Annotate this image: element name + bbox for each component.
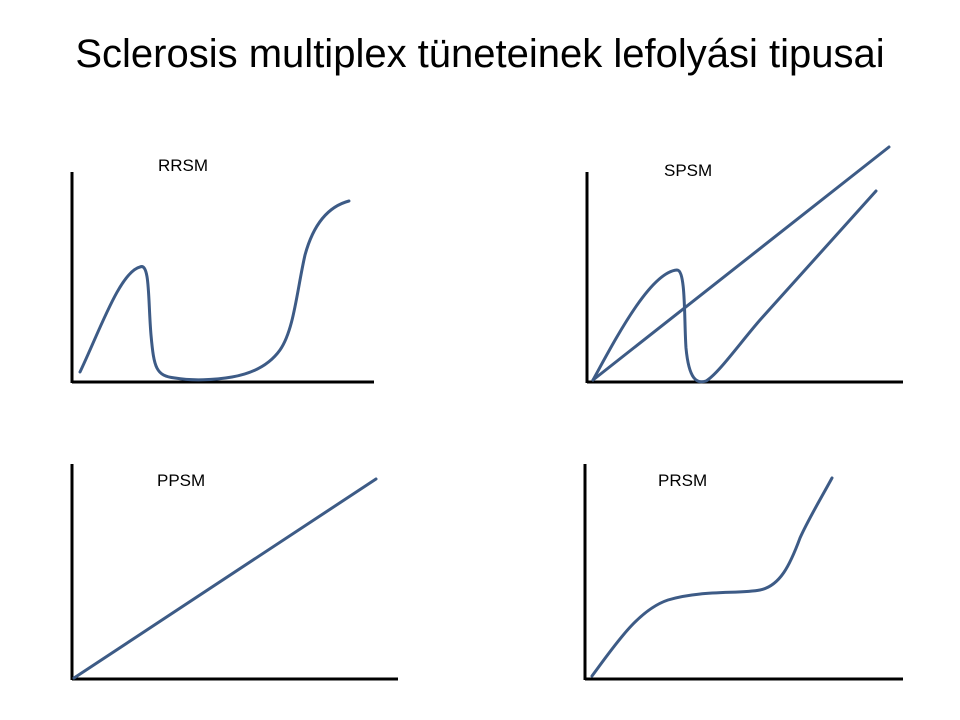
spsm-axes — [585, 172, 903, 384]
rrsm-axes — [70, 172, 374, 384]
prsm-axes — [583, 464, 903, 681]
prsm-curve — [590, 476, 834, 678]
spsm-curve — [591, 189, 878, 384]
ppsm-straight-line — [72, 477, 378, 680]
rrsm-curve — [78, 199, 351, 382]
panel-label-spsm: SPSM — [664, 161, 713, 180]
slide-title: Sclerosis multiplex tüneteinek lefolyási… — [75, 32, 885, 76]
panel-label-prsm: PRSM — [658, 471, 708, 490]
panel-label-rrsm: RRSM — [158, 156, 209, 175]
panel-label-ppsm: PPSM — [157, 471, 206, 490]
spsm-straight-line — [591, 145, 891, 382]
ppsm-axes — [70, 464, 398, 681]
